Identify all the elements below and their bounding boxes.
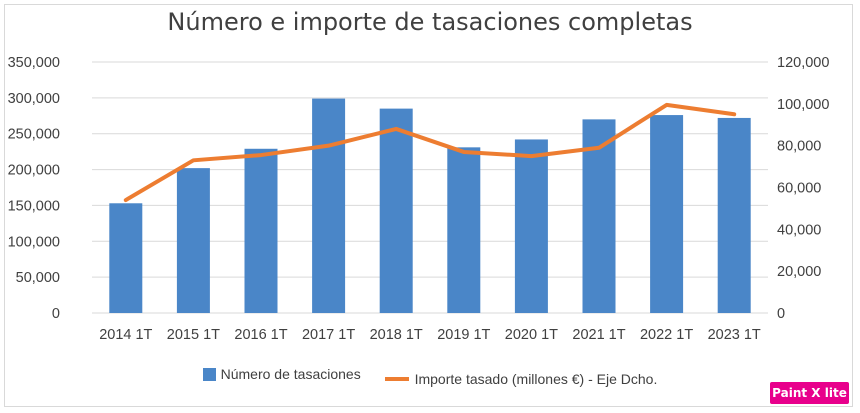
x-tick-label: 2022 1T bbox=[640, 327, 693, 343]
y-left-tick-label: 200,000 bbox=[8, 163, 60, 179]
y-left-tick-label: 50,000 bbox=[16, 270, 60, 286]
x-tick-label: 2023 1T bbox=[708, 327, 761, 343]
x-tick-label: 2019 1T bbox=[437, 327, 490, 343]
y-right-tick-label: 60,000 bbox=[777, 181, 821, 197]
legend-label-line: Importe tasado (millones €) - Eje Dcho. bbox=[414, 370, 658, 387]
y-right-tick-label: 0 bbox=[777, 306, 785, 322]
bar bbox=[244, 148, 278, 313]
x-tick-label: 2020 1T bbox=[505, 327, 558, 343]
bar bbox=[650, 115, 684, 313]
chart-legend: Número de tasaciones Importe tasado (mil… bbox=[0, 366, 860, 387]
x-tick-label: 2017 1T bbox=[302, 327, 355, 343]
y-left-tick-label: 250,000 bbox=[8, 127, 60, 143]
y-left-tick-label: 100,000 bbox=[8, 234, 60, 250]
bar bbox=[447, 147, 481, 313]
legend-item-line: Importe tasado (millones €) - Eje Dcho. bbox=[384, 370, 658, 387]
bar bbox=[379, 108, 413, 313]
x-tick-label: 2018 1T bbox=[370, 327, 423, 343]
line-series-importe bbox=[123, 102, 737, 203]
chart-title: Número e importe de tasaciones completas bbox=[167, 8, 693, 36]
y-left-tick-label: 150,000 bbox=[8, 198, 60, 214]
x-tick-label: 2021 1T bbox=[572, 327, 625, 343]
bar bbox=[717, 117, 751, 314]
x-tick-label: 2016 1T bbox=[234, 327, 287, 343]
y-right-tick-label: 80,000 bbox=[777, 139, 821, 155]
y-left-tick-label: 350,000 bbox=[8, 55, 60, 71]
x-tick-label: 2014 1T bbox=[99, 327, 152, 343]
y-right-tick-label: 20,000 bbox=[777, 264, 821, 280]
y-left-tick-label: 0 bbox=[52, 306, 60, 322]
y-left-tick-label: 300,000 bbox=[8, 91, 60, 107]
bar bbox=[176, 168, 210, 313]
y-right-tick-label: 120,000 bbox=[777, 55, 829, 71]
legend-swatch-bars bbox=[202, 367, 216, 381]
bar bbox=[514, 139, 548, 313]
bar bbox=[109, 203, 143, 313]
bar bbox=[312, 98, 346, 314]
bar bbox=[582, 119, 616, 313]
legend-label-bars: Número de tasaciones bbox=[220, 366, 361, 382]
y-right-tick-label: 100,000 bbox=[777, 97, 829, 113]
legend-item-bars: Número de tasaciones bbox=[202, 366, 361, 382]
legend-swatch-line bbox=[384, 376, 409, 381]
x-tick-label: 2015 1T bbox=[167, 327, 220, 343]
y-right-tick-label: 40,000 bbox=[777, 222, 821, 238]
paint-x-lite-badge[interactable]: Paint X lite bbox=[770, 382, 849, 404]
